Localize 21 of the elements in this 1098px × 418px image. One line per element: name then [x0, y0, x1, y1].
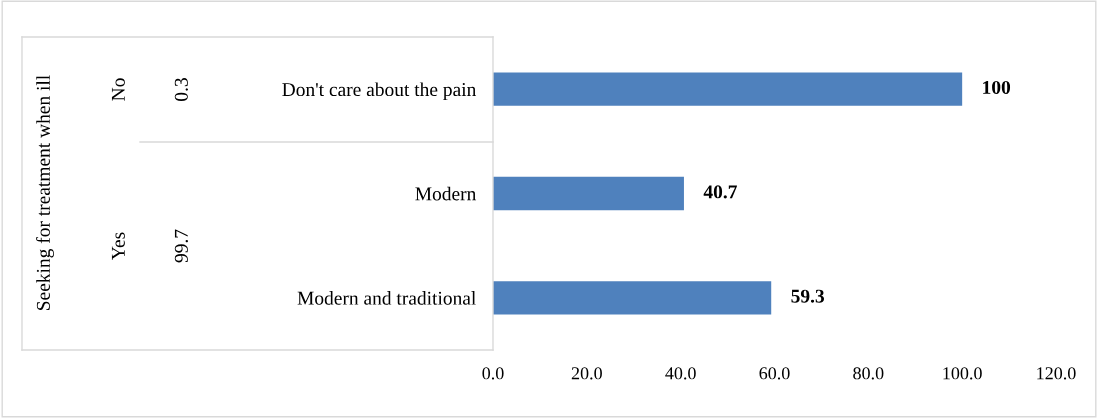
text: Seeking for treatment when ill: [36, 75, 54, 310]
y-tick-label: Modern: [415, 186, 477, 201]
data-label: 40.7: [703, 185, 737, 199]
x-tick-label: 40.0: [665, 367, 696, 380]
text: 0.3: [174, 78, 188, 101]
x-tick-label: 0.0: [482, 367, 504, 380]
y-tick-label: Modern and traditional: [297, 291, 476, 305]
text: Yes: [111, 232, 125, 260]
x-tick-label: 120.0: [1037, 367, 1076, 380]
x-tick-label: 20.0: [571, 367, 602, 380]
bar: [493, 281, 772, 315]
text: 99.7: [174, 229, 188, 263]
x-tick-label: 60.0: [759, 367, 790, 380]
data-label: 59.3: [791, 289, 825, 303]
text: No: [111, 78, 125, 101]
y-tick-label: Don't care about the pain: [282, 82, 477, 101]
x-tick-label: 80.0: [853, 367, 884, 380]
bar: [493, 72, 963, 106]
data-label: 100: [983, 80, 1011, 95]
x-tick-label: 100.0: [943, 367, 982, 380]
bar: [493, 176, 684, 211]
